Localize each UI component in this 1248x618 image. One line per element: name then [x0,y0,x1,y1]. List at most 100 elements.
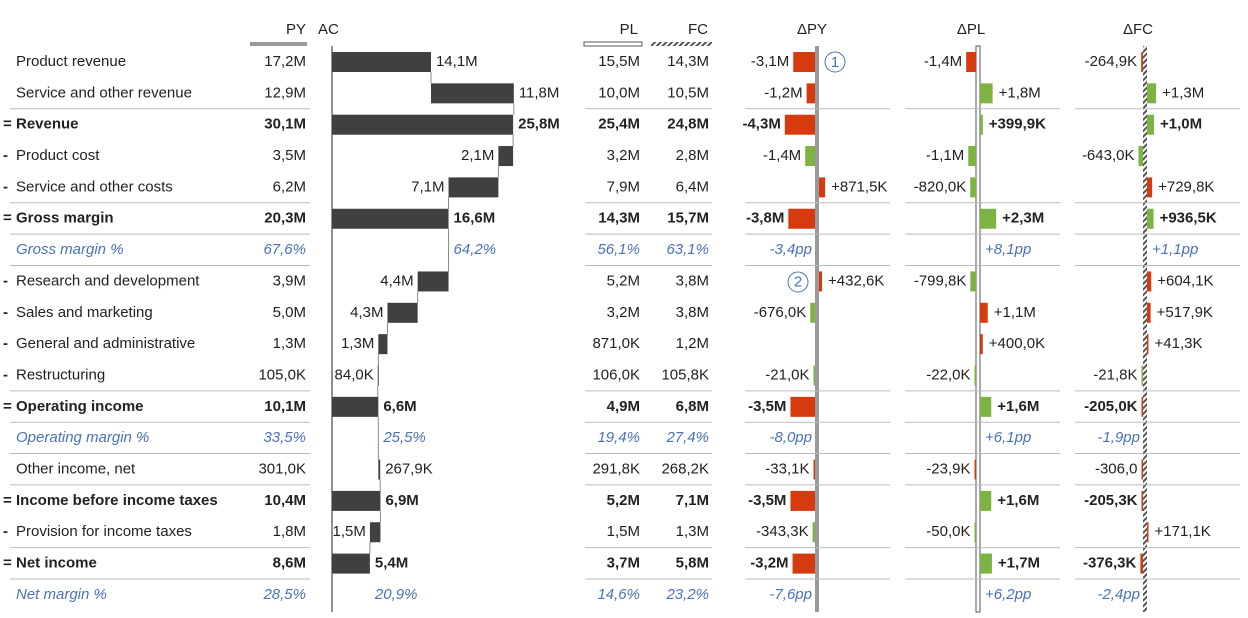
fc-value: 10,5M [667,84,709,101]
fc-marker [651,42,712,46]
delta-bar [819,271,823,292]
delta-bar [1147,208,1154,229]
row-label: Income before income taxes [16,492,218,509]
delta-bar [1147,334,1149,355]
delta-value: -4,3M [742,116,780,133]
delta-bar [980,334,983,355]
delta-bar [784,114,815,135]
delta-value: +2,3M [1002,210,1044,227]
row-label: Sales and marketing [16,304,153,321]
row-label: Restructuring [16,366,105,383]
delta-percent: +6,2pp [985,586,1031,603]
py-value: 105,0K [258,366,306,383]
delta-bar [813,459,815,480]
fc-value: 23,2% [665,586,709,603]
delta-percent: -7,6pp [769,586,812,603]
row-prefix: - [3,304,8,321]
pl-value: 3,2M [607,147,640,164]
row-label: Product cost [16,147,100,164]
header-dpy: ΔPY [797,21,827,38]
row-label: Operating income [16,398,144,415]
delta-percent: -1,9pp [1097,429,1140,446]
delta-value: -343,3K [756,523,809,540]
pl-value: 4,9M [607,398,640,415]
ac-value: 11,8M [519,84,560,101]
ac-value: 4,4M [380,272,413,289]
delta-bar [1147,302,1151,323]
note-circle [824,51,846,73]
row-label: Research and development [16,272,200,289]
note-circle [787,271,809,293]
pl-value: 5,2M [607,492,640,509]
row-label: Net margin % [16,586,107,603]
delta-value: -33,1K [765,461,809,478]
delta-value: -3,1M [751,53,789,70]
py-value: 3,9M [273,272,306,289]
delta-bar [966,52,976,72]
py-value: 33,5% [263,429,306,446]
ac-bar [378,334,388,355]
fc-value: 63,1% [666,241,709,258]
ac-value: 25,8M [518,116,560,133]
ac-value: 2,1M [461,147,494,164]
row-prefix: = [3,116,12,133]
delta-percent: -3,4pp [769,241,812,258]
ac-bar [332,490,381,511]
delta-value: +936,5K [1160,210,1217,227]
row-label: Operating margin % [16,429,149,446]
delta-bar [1138,146,1143,167]
delta-value: -1,4M [763,147,801,164]
delta-bar [1147,114,1155,135]
dpl-axis [975,45,981,613]
ac-value: 16,6M [454,210,496,227]
delta-bar [810,302,815,323]
delta-value: +432,6K [828,272,884,289]
row-label: Product revenue [16,53,126,70]
delta-value: +604,1K [1157,272,1213,289]
delta-bar [819,177,826,198]
ac-value: 6,9M [385,492,418,509]
delta-percent: +1,1pp [1152,241,1198,258]
row-label: Provision for income taxes [16,523,192,540]
delta-bar [1141,396,1143,417]
row-label: Revenue [16,116,79,133]
fc-value: 15,7M [667,210,709,227]
fc-value: 27,4% [665,429,709,446]
delta-value: -376,3K [1083,555,1137,572]
dpy-axis [815,46,819,612]
ac-bar [448,177,499,198]
delta-value: -205,0K [1084,398,1138,415]
delta-value: -50,0K [926,523,970,540]
delta-value: -820,0K [914,178,967,195]
delta-value: -1,1M [926,147,964,164]
row-label: General and administrative [16,335,195,352]
py-value: 10,4M [264,492,306,509]
delta-bar [790,490,815,511]
delta-value: +517,9K [1157,304,1213,321]
ac-value: 7,1M [411,178,444,195]
py-value: 20,3M [264,210,306,227]
py-value: 3,5M [273,147,306,164]
delta-bar [980,208,997,229]
ac-bar [417,271,449,292]
delta-value: -1,4M [924,53,962,70]
delta-value: -23,9K [926,461,970,478]
py-marker [250,42,307,46]
py-value: 30,1M [264,116,306,133]
delta-bar [1141,490,1143,511]
py-value: 5,0M [273,304,306,321]
pl-value: 5,2M [607,272,640,289]
delta-bar [793,52,815,72]
ac-bar [378,459,381,480]
pl-value: 56,1% [597,241,640,258]
delta-bar [980,114,983,135]
pl-value: 871,0K [592,335,640,352]
delta-bar [790,396,815,417]
ac-bar [387,302,418,323]
delta-value: +1,1M [994,304,1036,321]
delta-value: +399,9K [989,116,1046,133]
pl-value: 3,2M [607,304,640,321]
fc-value: 24,8M [667,116,709,133]
pl-value: 10,0M [598,84,640,101]
row-prefix: = [3,555,12,572]
